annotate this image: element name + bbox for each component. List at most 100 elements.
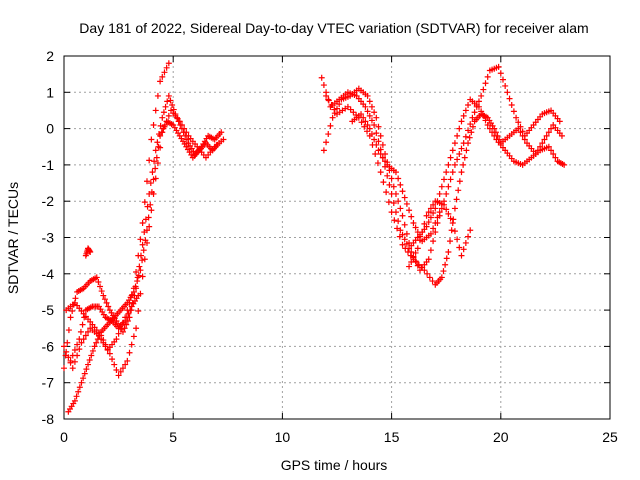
data-point [467, 227, 474, 234]
data-point [113, 366, 120, 373]
data-point [327, 122, 334, 129]
data-point [89, 347, 96, 354]
data-point [161, 123, 168, 130]
data-point [394, 225, 401, 232]
data-point [373, 130, 380, 137]
data-point [130, 285, 137, 292]
data-point [451, 140, 458, 147]
data-point [106, 350, 113, 357]
data-point [141, 256, 148, 263]
data-point [390, 200, 397, 207]
data-point [432, 229, 439, 236]
data-point [460, 246, 467, 253]
data-point [159, 129, 166, 136]
data-point [76, 346, 83, 353]
data-point [95, 278, 102, 285]
data-point [467, 121, 474, 128]
data-point [548, 125, 555, 132]
data-point [517, 129, 524, 136]
data-point [432, 219, 439, 226]
data-point [425, 256, 432, 263]
data-point [430, 201, 437, 208]
data-point [331, 106, 338, 113]
data-point [100, 292, 107, 299]
data-point [451, 228, 458, 235]
data-point [125, 310, 132, 317]
data-point [395, 198, 402, 205]
data-point [556, 118, 563, 125]
data-point [371, 136, 378, 143]
data-point [462, 107, 469, 114]
data-point [139, 273, 146, 280]
data-point [495, 63, 502, 70]
data-point [165, 112, 172, 119]
data-point [397, 205, 404, 212]
data-point [392, 169, 399, 176]
data-point [220, 136, 227, 143]
data-point [449, 169, 456, 176]
data-point [541, 136, 548, 143]
data-point [415, 261, 422, 268]
data-point [360, 114, 367, 121]
data-point [399, 212, 406, 219]
data-point [366, 125, 373, 132]
data-point [436, 209, 443, 216]
data-point [460, 161, 467, 168]
data-point [443, 255, 450, 262]
data-point [126, 349, 133, 356]
data-point [97, 283, 104, 290]
data-point [88, 352, 95, 359]
data-point [183, 129, 190, 136]
data-point [143, 239, 150, 246]
data-point [137, 267, 144, 274]
data-point [466, 134, 473, 141]
data-point [83, 366, 90, 373]
data-point [410, 219, 417, 226]
data-point [447, 238, 454, 245]
data-point [484, 73, 491, 80]
data-point [404, 249, 411, 256]
data-point [451, 205, 458, 212]
data-point [456, 244, 463, 251]
data-point [532, 151, 539, 158]
data-point [442, 261, 449, 268]
data-point [425, 209, 432, 216]
data-point [558, 132, 565, 139]
data-point [421, 267, 428, 274]
data-point [152, 147, 159, 154]
data-point [86, 357, 93, 364]
data-point [81, 370, 88, 377]
series-trace-4 [63, 107, 227, 379]
data-point [157, 122, 164, 129]
data-point [539, 140, 546, 147]
data-point [423, 212, 430, 219]
data-point [550, 151, 557, 158]
data-point [543, 132, 550, 139]
data-point [61, 365, 67, 372]
y-tick-label: -3 [42, 230, 55, 246]
data-point [133, 268, 140, 275]
data-point [441, 201, 448, 208]
data-point [358, 111, 365, 118]
data-point [146, 157, 153, 164]
data-point [98, 288, 105, 295]
data-point [465, 140, 472, 147]
data-point [154, 139, 161, 146]
data-point [385, 199, 392, 206]
data-point [548, 147, 555, 154]
data-point [379, 154, 386, 161]
data-point [454, 156, 461, 163]
data-point [515, 125, 522, 132]
data-point [427, 214, 434, 221]
data-point [455, 187, 462, 194]
data-point [368, 117, 375, 124]
data-point [147, 180, 154, 187]
data-point [515, 119, 522, 126]
data-point [513, 114, 520, 121]
data-point [151, 158, 158, 165]
data-point [392, 190, 399, 197]
data-point [64, 339, 71, 346]
data-point [78, 339, 85, 346]
y-tick-label: 0 [46, 121, 54, 137]
x-tick-label: 20 [493, 429, 509, 445]
